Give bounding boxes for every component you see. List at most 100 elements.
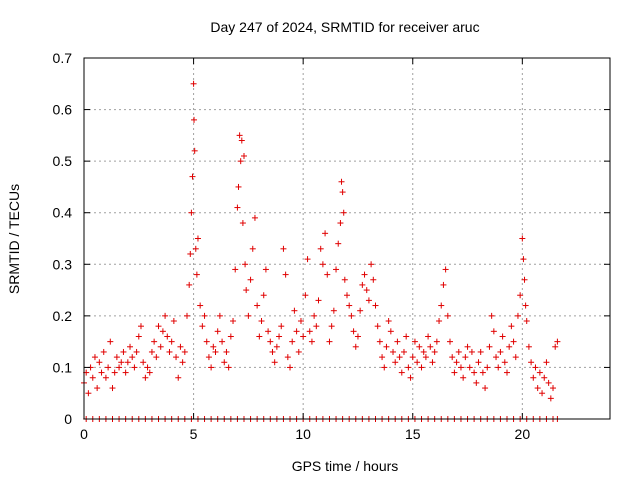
data-point bbox=[148, 348, 155, 355]
data-point bbox=[186, 281, 193, 288]
data-point bbox=[403, 333, 410, 340]
data-point bbox=[170, 318, 177, 325]
data-point bbox=[260, 292, 267, 299]
data-point bbox=[236, 132, 243, 139]
data-point bbox=[539, 390, 546, 397]
data-point bbox=[519, 235, 526, 242]
y-tick-label: 0.4 bbox=[53, 205, 73, 221]
data-point bbox=[111, 369, 118, 376]
data-point bbox=[547, 395, 554, 402]
data-point bbox=[396, 354, 403, 361]
data-point bbox=[451, 369, 458, 376]
data-point bbox=[258, 318, 265, 325]
data-point bbox=[256, 333, 263, 340]
y-tick-label: 0.5 bbox=[53, 153, 73, 169]
data-point bbox=[287, 364, 294, 371]
data-point bbox=[199, 323, 206, 330]
data-point bbox=[543, 359, 550, 366]
data-point bbox=[477, 348, 484, 355]
data-point bbox=[230, 318, 237, 325]
data-point bbox=[550, 385, 557, 392]
data-point bbox=[528, 359, 535, 366]
data-point bbox=[506, 343, 513, 350]
data-point bbox=[530, 374, 537, 381]
data-point bbox=[436, 318, 443, 325]
data-point bbox=[444, 312, 451, 319]
data-point bbox=[210, 343, 217, 350]
data-point bbox=[311, 312, 318, 319]
data-point bbox=[348, 312, 355, 319]
data-point bbox=[98, 369, 105, 376]
data-point bbox=[333, 266, 340, 273]
data-point bbox=[359, 281, 366, 288]
data-point bbox=[422, 354, 429, 361]
y-tick-label: 0 bbox=[64, 411, 72, 427]
data-point bbox=[227, 333, 234, 340]
data-point bbox=[159, 328, 166, 335]
data-point bbox=[464, 343, 471, 350]
data-point bbox=[245, 312, 252, 319]
data-point bbox=[189, 173, 196, 180]
data-point bbox=[212, 348, 219, 355]
data-point bbox=[400, 348, 407, 355]
data-point bbox=[341, 276, 348, 283]
data-point bbox=[534, 385, 541, 392]
axis-ticks: 0 0.1 0.2 0.3 0.4 0.5 0.6 0.7 0 5 10 15 20 bbox=[53, 50, 610, 442]
data-point bbox=[429, 359, 436, 366]
data-point bbox=[166, 348, 173, 355]
data-point bbox=[365, 297, 372, 304]
x-tick-label: 0 bbox=[80, 426, 88, 442]
data-point bbox=[107, 338, 114, 345]
data-point bbox=[482, 385, 489, 392]
data-point bbox=[447, 338, 454, 345]
data-point bbox=[168, 338, 175, 345]
data-point bbox=[96, 359, 103, 366]
data-point bbox=[475, 359, 482, 366]
data-point bbox=[94, 385, 101, 392]
data-point bbox=[187, 250, 194, 257]
data-point bbox=[131, 364, 138, 371]
data-point bbox=[175, 374, 182, 381]
data-point bbox=[398, 369, 405, 376]
y-axis-title: SRMTID / TECUs bbox=[6, 184, 22, 294]
data-point bbox=[525, 343, 532, 350]
x-tick-label: 10 bbox=[295, 426, 311, 442]
data-point bbox=[541, 374, 548, 381]
data-point bbox=[512, 354, 519, 361]
data-point bbox=[521, 276, 528, 283]
data-point bbox=[381, 364, 388, 371]
data-point bbox=[363, 287, 370, 294]
data-point bbox=[532, 364, 539, 371]
data-point bbox=[390, 348, 397, 355]
data-point bbox=[273, 343, 280, 350]
data-point bbox=[238, 137, 245, 144]
data-point bbox=[501, 359, 508, 366]
data-point bbox=[254, 302, 261, 309]
data-point bbox=[479, 369, 486, 376]
data-point bbox=[322, 230, 329, 237]
data-point bbox=[235, 183, 242, 190]
data-point bbox=[313, 323, 320, 330]
data-point bbox=[427, 343, 434, 350]
data-point bbox=[192, 245, 199, 252]
data-point bbox=[554, 338, 561, 345]
data-point bbox=[453, 359, 460, 366]
data-point bbox=[324, 271, 331, 278]
data-point bbox=[164, 333, 171, 340]
data-point bbox=[536, 369, 543, 376]
data-point bbox=[335, 240, 342, 247]
data-point bbox=[418, 364, 425, 371]
data-point bbox=[188, 209, 195, 216]
data-point bbox=[484, 364, 491, 371]
data-point bbox=[416, 343, 423, 350]
plot-frame bbox=[83, 57, 611, 420]
data-point bbox=[129, 354, 136, 361]
data-point bbox=[225, 364, 232, 371]
y-tick-label: 0.1 bbox=[53, 359, 73, 375]
data-point bbox=[352, 343, 359, 350]
data-point bbox=[247, 276, 254, 283]
data-point bbox=[315, 297, 322, 304]
data-point bbox=[105, 364, 112, 371]
data-point bbox=[473, 379, 480, 386]
data-point bbox=[278, 323, 285, 330]
